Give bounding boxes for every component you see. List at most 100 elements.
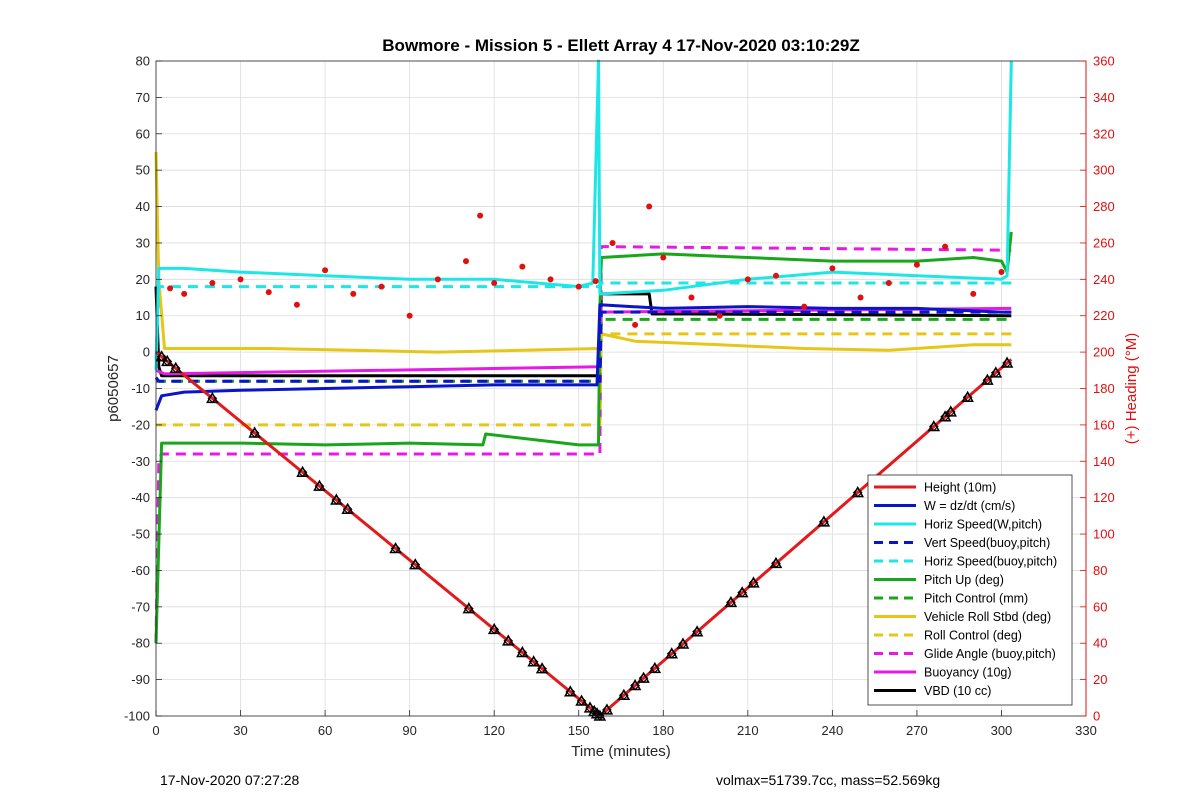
height-marker-diamond bbox=[156, 351, 167, 362]
y2-tick-label: 120 bbox=[1093, 490, 1115, 505]
heading-point bbox=[857, 294, 864, 301]
legend-label: Height (10m) bbox=[924, 481, 996, 495]
height-marker-diamond bbox=[990, 367, 1001, 378]
height-marker-diamond bbox=[489, 624, 500, 635]
legend-label: Horiz Speed(buoy,pitch) bbox=[924, 555, 1057, 569]
x-tick-label: 120 bbox=[483, 723, 505, 738]
height-marker-diamond bbox=[962, 392, 973, 403]
heading-point bbox=[322, 267, 329, 274]
y-tick-label: 30 bbox=[136, 235, 150, 250]
heading-point bbox=[688, 294, 695, 301]
height-marker-diamond bbox=[771, 558, 781, 569]
y2-tick-label: 20 bbox=[1093, 672, 1107, 687]
heading-point bbox=[293, 301, 300, 308]
heading-point bbox=[406, 312, 413, 319]
heading-point bbox=[167, 285, 174, 292]
legend-label: Glide Angle (buoy,pitch) bbox=[924, 647, 1056, 661]
legend-box bbox=[867, 474, 1073, 706]
height-marker-diamond bbox=[945, 407, 956, 417]
legend-label: Buoyancy (10g) bbox=[924, 666, 1012, 680]
y-tick-label: 70 bbox=[136, 90, 150, 105]
height-marker-diamond bbox=[390, 543, 401, 554]
height-marker-diamond bbox=[666, 648, 677, 659]
heading-scatter bbox=[167, 203, 1005, 328]
height-marker-diamond bbox=[537, 663, 547, 674]
legend-label: Horiz Speed(W,pitch) bbox=[924, 518, 1042, 532]
y-tick-label: 50 bbox=[136, 163, 150, 178]
height-marker-diamond bbox=[928, 421, 939, 432]
legend-label: Vert Speed(buoy,pitch) bbox=[924, 536, 1050, 550]
heading-point bbox=[773, 272, 779, 279]
heading-point bbox=[265, 289, 272, 296]
y-tick-label: -30 bbox=[131, 454, 150, 469]
y-tick-label: -20 bbox=[131, 417, 150, 432]
series-line-roll-control-deg bbox=[156, 332, 1012, 427]
heading-point bbox=[660, 254, 667, 261]
height-markers bbox=[155, 350, 1014, 721]
heading-point bbox=[237, 276, 244, 283]
y-tick-label: -50 bbox=[131, 527, 150, 542]
x-tick-label: 150 bbox=[568, 723, 590, 738]
heading-point bbox=[829, 265, 836, 272]
heading-point bbox=[181, 290, 188, 297]
height-marker-diamond bbox=[602, 705, 612, 715]
x-tick-label: 90 bbox=[402, 723, 416, 738]
x-tick-label: 180 bbox=[652, 723, 674, 738]
heading-point bbox=[942, 243, 949, 250]
heading-point bbox=[592, 278, 599, 285]
series-line-vert-speed-buoy-pitch bbox=[154, 310, 1012, 383]
x-tick-label: 210 bbox=[737, 723, 759, 738]
height-marker-diamond bbox=[170, 363, 181, 374]
height-marker-diamond bbox=[982, 375, 993, 385]
height-marker-diamond bbox=[463, 603, 474, 614]
heading-point bbox=[434, 276, 441, 283]
height-marker-diamond bbox=[649, 663, 660, 674]
y-tick-label: 0 bbox=[143, 345, 150, 360]
y-tick-label: -60 bbox=[131, 563, 150, 578]
heading-point bbox=[477, 212, 484, 219]
y-tick-label: -10 bbox=[131, 381, 150, 396]
legend-label: Roll Control (deg) bbox=[924, 629, 1022, 643]
x-tick-label: 270 bbox=[906, 723, 928, 738]
height-marker-diamond bbox=[331, 495, 342, 505]
heading-point bbox=[463, 258, 469, 265]
x-tick-label: 30 bbox=[233, 723, 247, 738]
y2-tick-label: 320 bbox=[1093, 126, 1115, 141]
y2-tick-label: 300 bbox=[1093, 163, 1115, 178]
y2-axis-label: (+) Heading (°M) bbox=[1123, 333, 1140, 444]
height-marker-diamond bbox=[819, 516, 829, 527]
chart-title: Bowmore - Mission 5 - Ellett Array 4 17-… bbox=[382, 36, 860, 55]
legend-label: Pitch Up (deg) bbox=[924, 573, 1004, 587]
height-marker-diamond bbox=[618, 690, 629, 701]
height-marker-diamond bbox=[852, 487, 863, 498]
height-marker-diamond bbox=[517, 647, 528, 658]
height-marker-diamond bbox=[1002, 358, 1012, 368]
y-tick-label: 10 bbox=[136, 308, 150, 323]
series-line-horiz-speed-w-pitch bbox=[154, 59, 1013, 371]
y-tick-label: -40 bbox=[131, 490, 150, 505]
y2-tick-label: 100 bbox=[1093, 527, 1115, 542]
heading-point bbox=[885, 279, 892, 286]
y2-tick-label: 140 bbox=[1093, 454, 1115, 469]
y-tick-label: 60 bbox=[136, 126, 150, 141]
y2-tick-label: 240 bbox=[1093, 272, 1115, 287]
y-tick-label: 80 bbox=[136, 54, 150, 69]
series-line-glide-angle-buoy-pitch bbox=[154, 245, 1012, 644]
heading-point bbox=[209, 279, 216, 286]
y2-tick-label: 280 bbox=[1093, 199, 1115, 214]
y2-tick-label: 40 bbox=[1093, 636, 1107, 651]
series-line-vbd-10-cc bbox=[154, 286, 1012, 378]
y-tick-label: 40 bbox=[136, 199, 150, 214]
heading-point bbox=[378, 283, 385, 290]
heading-point bbox=[350, 290, 357, 297]
height-marker-diamond bbox=[342, 504, 353, 515]
height-marker-diamond bbox=[748, 578, 759, 588]
heading-point bbox=[744, 276, 751, 283]
y2-tick-label: 0 bbox=[1093, 709, 1100, 724]
heading-point bbox=[547, 276, 554, 283]
footer-timestamp: 17-Nov-2020 07:27:28 bbox=[160, 772, 300, 788]
x-tick-label: 60 bbox=[318, 723, 332, 738]
heading-point bbox=[575, 283, 582, 290]
height-marker-diamond bbox=[940, 411, 950, 422]
legend-label: W = dz/dt (cm/s) bbox=[924, 499, 1015, 513]
